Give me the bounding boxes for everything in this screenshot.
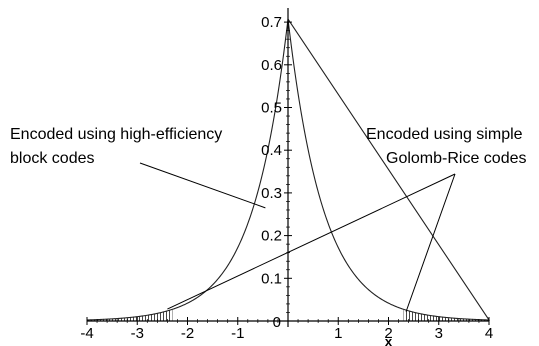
annotation-block-codes-line2: block codes: [10, 150, 95, 167]
axes: [86, 8, 490, 327]
tick-labels: -4 -3 -2 -1 1 2 3 4 0.1 0.2 0.3 0.4 0.5 0.6 0.7 0 x: [80, 14, 493, 346]
x-tick-label: 2: [384, 325, 392, 342]
x-tick-label: -4: [80, 325, 93, 342]
x-axis-label: x: [385, 334, 393, 346]
x-tick-label: -2: [181, 325, 194, 342]
y-tick-label: 0.3: [261, 185, 282, 202]
left-tail-shading: [87, 309, 173, 321]
x-tick-label: -1: [231, 325, 244, 342]
x-tick-label: 1: [334, 325, 342, 342]
shaded-tail-regions: [87, 309, 489, 321]
annotation-pointer-left-tail: [167, 173, 456, 310]
y-tick-label: 0.5: [261, 100, 282, 117]
annotations: Encoded using high-efficiency block codes…: [10, 126, 527, 312]
annotation-pointer-block-codes: [139, 162, 266, 209]
x-tick-label: 3: [435, 325, 443, 342]
annotation-golomb-rice-line1: Encoded using simple: [366, 126, 523, 143]
y-zero-label: 0: [273, 314, 281, 331]
y-tick-label: 0.7: [261, 14, 282, 31]
annotation-pointer-right-tail: [405, 173, 456, 312]
y-tick-label: 0.1: [261, 270, 282, 287]
annotation-golomb-rice-line2: Golomb-Rice codes: [386, 150, 527, 167]
right-tail-shading: [403, 309, 489, 321]
y-tick-label: 0.6: [261, 57, 282, 74]
y-tick-label: 0.4: [261, 142, 282, 159]
annotation-block-codes-line1: Encoded using high-efficiency: [10, 126, 222, 143]
x-tick-label: 4: [485, 325, 493, 342]
x-tick-label: -3: [131, 325, 144, 342]
y-tick-label: 0.2: [261, 228, 282, 245]
